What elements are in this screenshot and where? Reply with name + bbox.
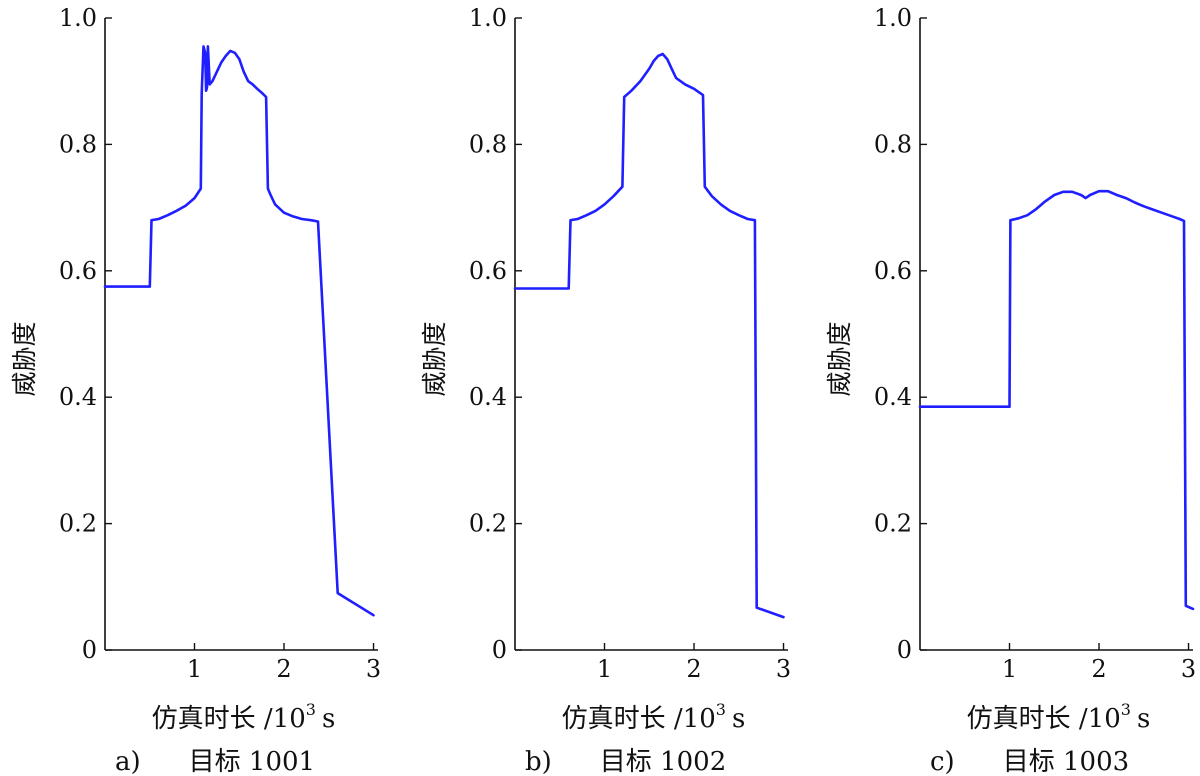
x-tick-label: 1 bbox=[597, 655, 612, 683]
x-tick-label: 2 bbox=[1091, 655, 1106, 683]
panel-title: 目标 1001 bbox=[189, 747, 315, 776]
x-tick-label: 1 bbox=[1002, 655, 1017, 683]
y-axis-label: 威胁度 bbox=[10, 321, 39, 396]
x-axis-label-exponent: 3 bbox=[716, 700, 726, 719]
series-line-1 bbox=[918, 189, 1195, 611]
x-tick-label: 3 bbox=[776, 655, 791, 683]
y-tick-label: 0.8 bbox=[59, 130, 97, 158]
x-tick-label: 2 bbox=[276, 655, 291, 683]
y-tick-label: 0.4 bbox=[59, 383, 97, 411]
panel-label: b) bbox=[525, 747, 552, 776]
x-axis-label-text: 仿真时长 /10 bbox=[967, 704, 1121, 734]
x-axis-label-text: 仿真时长 /10 bbox=[562, 704, 716, 734]
y-tick-label: 0 bbox=[492, 636, 507, 664]
y-tick-label: 0.2 bbox=[469, 510, 507, 538]
y-tick-label: 1.0 bbox=[59, 4, 97, 32]
x-tick-label: 3 bbox=[366, 655, 381, 683]
y-tick-label: 0 bbox=[82, 636, 97, 664]
y-tick-label: 1.0 bbox=[874, 4, 912, 32]
y-tick-label: 0.6 bbox=[874, 257, 912, 285]
panel-title: 目标 1002 bbox=[600, 747, 726, 776]
y-tick-label: 0.4 bbox=[469, 383, 507, 411]
y-tick-label: 0 bbox=[897, 636, 912, 664]
y-tick-label: 0.4 bbox=[874, 383, 912, 411]
y-tick-label: 0.8 bbox=[874, 130, 912, 158]
x-tick-label: 1 bbox=[187, 655, 202, 683]
panel-label: c) bbox=[930, 747, 955, 776]
x-tick-label: 2 bbox=[686, 655, 701, 683]
panel-label: a) bbox=[115, 747, 141, 776]
y-tick-label: 0.6 bbox=[59, 257, 97, 285]
x-axis-label-unit: s bbox=[1137, 704, 1150, 734]
x-axis-label: 仿真时长 /103 s bbox=[562, 700, 746, 734]
x-tick-label: 3 bbox=[1181, 655, 1196, 683]
x-axis-label-exponent: 3 bbox=[1121, 700, 1131, 719]
panel-title: 目标 1003 bbox=[1003, 747, 1129, 776]
panel-caption: c) 目标 1003 bbox=[930, 747, 1129, 776]
y-tick-label: 0.2 bbox=[59, 510, 97, 538]
y-tick-label: 0.2 bbox=[874, 510, 912, 538]
x-axis-label: 仿真时长 /103 s bbox=[967, 700, 1151, 734]
series-line-1 bbox=[103, 45, 375, 617]
panel-caption: b) 目标 1002 bbox=[525, 747, 726, 776]
y-axis-label: 威胁度 bbox=[420, 321, 449, 396]
x-axis-label: 仿真时长 /103 s bbox=[152, 700, 336, 734]
series-line-1 bbox=[513, 52, 785, 619]
x-axis-label-text: 仿真时长 /10 bbox=[152, 704, 306, 734]
x-axis-label-exponent: 3 bbox=[306, 700, 316, 719]
y-axis-label: 威胁度 bbox=[825, 321, 854, 396]
x-axis-label-unit: s bbox=[322, 704, 335, 734]
x-axis-label-unit: s bbox=[732, 704, 745, 734]
y-tick-label: 0.8 bbox=[469, 130, 507, 158]
y-tick-label: 0.6 bbox=[469, 257, 507, 285]
panel-caption: a) 目标 1001 bbox=[115, 747, 315, 776]
y-tick-label: 1.0 bbox=[469, 4, 507, 32]
